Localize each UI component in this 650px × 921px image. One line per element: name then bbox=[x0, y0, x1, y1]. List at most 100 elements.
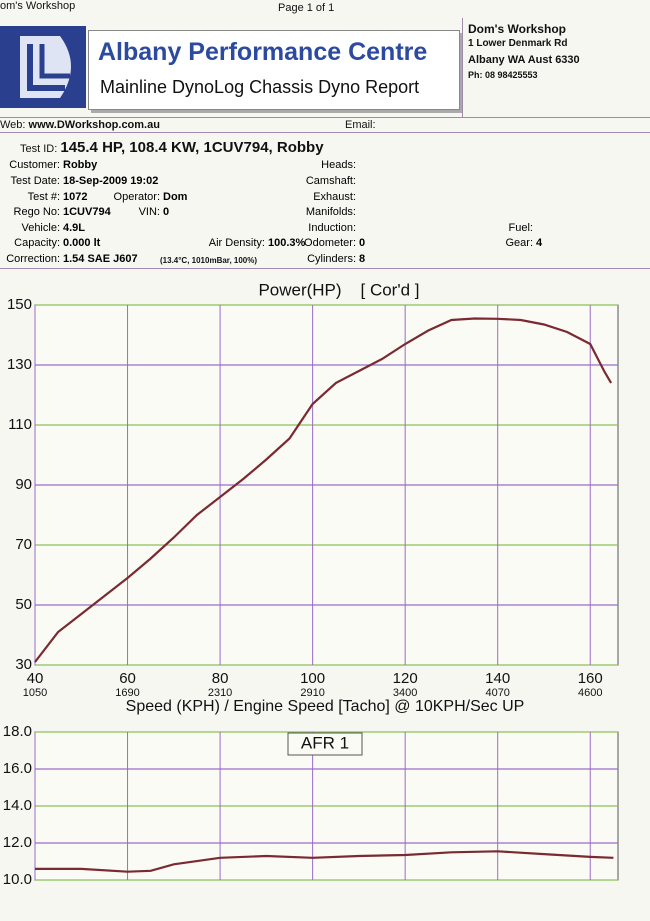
y-tick-label: 10.0 bbox=[3, 871, 32, 888]
x-tick-label: 60 bbox=[119, 670, 136, 687]
field-value: 100.3% bbox=[268, 237, 306, 249]
field: Induction: bbox=[280, 222, 356, 234]
field-value: 1CUV794 bbox=[63, 206, 111, 218]
field-value: 1.54 SAE J607 bbox=[63, 253, 138, 265]
logo bbox=[0, 26, 86, 108]
web: Web: www.DWorkshop.com.au bbox=[0, 119, 160, 131]
header-title: Albany Performance Centre bbox=[98, 38, 428, 66]
test-id: Test ID: 145.4 HP, 108.4 KW, 1CUV794, Ro… bbox=[20, 139, 324, 156]
field-label: Correction: bbox=[6, 253, 60, 265]
field-label: Capacity: bbox=[14, 237, 60, 249]
y-tick-label: 130 bbox=[7, 356, 32, 373]
field-value: 8 bbox=[359, 253, 366, 265]
email-label: Email: bbox=[345, 119, 376, 131]
address-line: 1 Lower Denmark Rd bbox=[468, 38, 568, 49]
field-label: Exhaust: bbox=[313, 191, 356, 203]
y-tick-label: 90 bbox=[15, 476, 32, 493]
y-tick-label: 50 bbox=[15, 596, 32, 613]
logo-mark bbox=[20, 36, 71, 98]
field-value: Dom bbox=[163, 191, 188, 203]
field-value: 1072 bbox=[63, 191, 88, 203]
y-tick-label: 110 bbox=[8, 416, 32, 433]
data-line bbox=[34, 317, 613, 663]
x-tick-label: 100 bbox=[300, 670, 325, 687]
field-value: 0 bbox=[163, 206, 170, 218]
address-line: Albany WA Aust 6330 bbox=[468, 54, 580, 66]
field: Test #: 1072 bbox=[0, 191, 88, 203]
x-tick-label: 80 bbox=[212, 670, 229, 687]
x-tick-label: 140 bbox=[485, 670, 510, 687]
field-label: Odometer: bbox=[304, 237, 356, 249]
rpm-tick-label: 1690 bbox=[115, 687, 139, 699]
field: Camshaft: bbox=[280, 175, 356, 187]
y-tick-label: 16.0 bbox=[3, 760, 32, 777]
field: Rego No: 1CUV794 bbox=[0, 206, 111, 218]
field: Operator: Dom bbox=[100, 191, 188, 203]
top-left: om's Workshop bbox=[0, 0, 76, 12]
test-id-label: Test ID: bbox=[20, 143, 58, 155]
field-value: 18-Sep-2009 19:02 bbox=[63, 175, 159, 187]
address-line: Ph: 08 98425553 bbox=[468, 70, 538, 80]
rpm-tick-label: 1050 bbox=[23, 687, 47, 699]
rule bbox=[0, 117, 650, 118]
field: VIN: 0 bbox=[115, 206, 170, 218]
field-label: Fuel: bbox=[508, 222, 533, 234]
x-tick-label: 40 bbox=[27, 670, 44, 687]
field-label: Gear: bbox=[505, 237, 533, 249]
field-label: Cylinders: bbox=[307, 253, 356, 265]
field: Odometer: 0 bbox=[280, 237, 365, 249]
rule bbox=[462, 18, 463, 118]
title-box bbox=[287, 732, 363, 756]
y-tick-label: 18.0 bbox=[3, 723, 32, 740]
field-label: Test Date: bbox=[10, 175, 60, 187]
field: Customer: Robby bbox=[0, 159, 97, 171]
rpm-tick-label: 4600 bbox=[578, 687, 602, 699]
field-label: Manifolds: bbox=[305, 206, 356, 218]
address-line: Dom's Workshop bbox=[468, 22, 566, 36]
header-subtitle: Mainline DynoLog Chassis Dyno Report bbox=[100, 77, 420, 97]
field: Vehicle: 4.9L bbox=[0, 222, 85, 234]
y-tick-label: 12.0 bbox=[3, 834, 32, 851]
field: Gear: 4 bbox=[480, 237, 542, 249]
field-value: 4 bbox=[536, 237, 543, 249]
title-box bbox=[88, 30, 460, 110]
field-value: 0.000 lt bbox=[63, 237, 101, 249]
chart-title: AFR 1 bbox=[301, 733, 349, 752]
field: Cylinders: 8 bbox=[280, 253, 365, 265]
x-tick-label: 160 bbox=[578, 670, 603, 687]
field-label: Customer: bbox=[9, 159, 60, 171]
field: Fuel: bbox=[480, 222, 533, 234]
rule bbox=[0, 268, 650, 269]
field-label: Camshaft: bbox=[305, 175, 356, 187]
field-label: Induction: bbox=[308, 222, 356, 234]
field: Exhaust: bbox=[280, 191, 356, 203]
field-value: 0 bbox=[359, 237, 366, 249]
conditions: (13.4°C, 1010mBar, 100%) bbox=[160, 256, 258, 265]
field-label: Operator: bbox=[113, 191, 160, 203]
field: Correction: 1.54 SAE J607 bbox=[0, 253, 138, 265]
rpm-tick-label: 2910 bbox=[300, 687, 324, 699]
data-line bbox=[35, 850, 614, 873]
chart-subtitle: [ Cor'd ] bbox=[361, 280, 420, 299]
web-label: Web: bbox=[0, 119, 26, 131]
field-label: Heads: bbox=[321, 159, 356, 171]
field-label: VIN: bbox=[138, 206, 160, 218]
field: Manifolds: bbox=[280, 206, 356, 218]
field: Heads: bbox=[280, 159, 356, 171]
field-value: Robby bbox=[63, 159, 98, 171]
chart-title: Power(HP) bbox=[258, 280, 341, 299]
rpm-tick-label: 2310 bbox=[208, 687, 232, 699]
y-tick-label: 14.0 bbox=[3, 797, 32, 814]
field: Capacity: 0.000 lt bbox=[0, 237, 100, 249]
y-tick-label: 30 bbox=[15, 656, 32, 673]
field: Air Density: 100.3% bbox=[150, 237, 306, 249]
rpm-tick-label: 4070 bbox=[485, 687, 509, 699]
field-label: Test #: bbox=[27, 191, 60, 203]
field-value: 4.9L bbox=[63, 222, 86, 234]
test-id-value: 145.4 HP, 108.4 KW, 1CUV794, Robby bbox=[60, 139, 324, 156]
rpm-tick-label: 3400 bbox=[393, 687, 417, 699]
x-tick-label: 120 bbox=[393, 670, 418, 687]
field: Test Date: 18-Sep-2009 19:02 bbox=[0, 175, 158, 187]
